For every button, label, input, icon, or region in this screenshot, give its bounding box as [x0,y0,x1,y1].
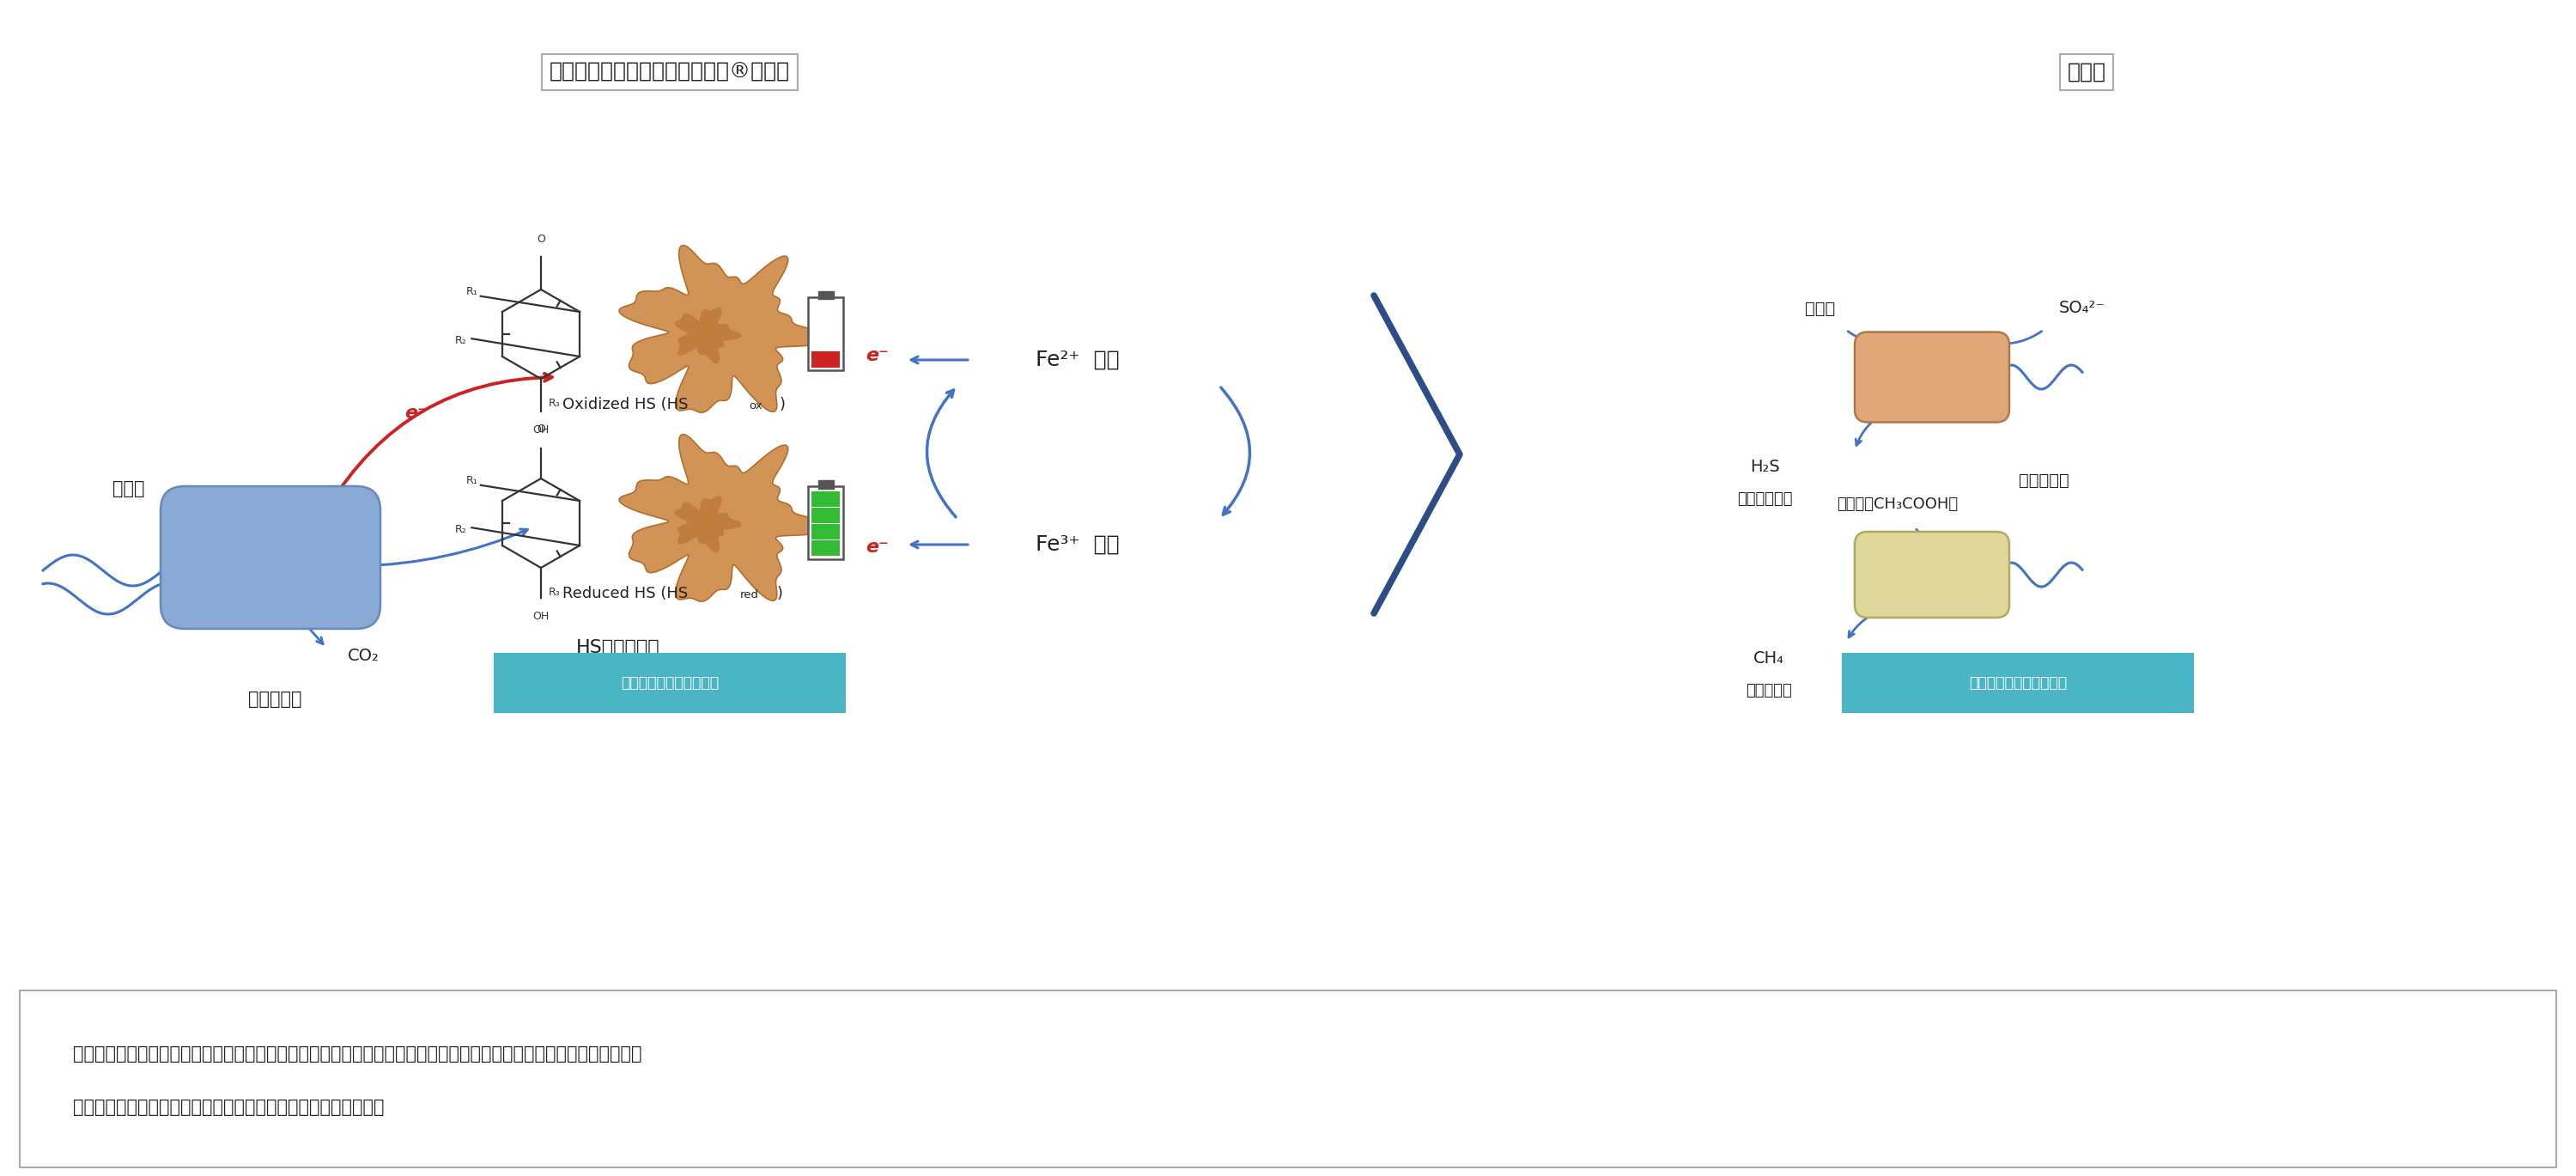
Text: ): ) [781,396,786,413]
Text: 通常時: 通常時 [2066,62,2107,82]
FancyBboxPatch shape [809,298,842,370]
FancyBboxPatch shape [811,524,840,540]
Text: ox: ox [750,400,762,412]
Text: 酸素がない環境で腐植物質を電子受容体として生育する腐植還元菌を増殖させることで、硫酸還元菌やメタン生成菌の: 酸素がない環境で腐植物質を電子受容体として生育する腐植還元菌を増殖させることで、… [72,1045,641,1063]
Text: R₁: R₁ [466,475,477,487]
Polygon shape [675,496,742,553]
Text: O: O [536,234,546,245]
Text: OH: OH [533,425,549,435]
Text: R₂: R₂ [456,335,466,347]
Text: 有機物: 有機物 [113,480,144,497]
Text: CO₂: CO₂ [348,648,379,664]
Text: R₃: R₃ [549,587,559,597]
Text: Fe³⁺  など: Fe³⁺ など [1036,534,1121,555]
Text: Oxidized HS (HS: Oxidized HS (HS [562,396,688,413]
FancyBboxPatch shape [1855,532,2009,617]
Text: e⁻: e⁻ [866,347,889,365]
Text: （硫化水素）: （硫化水素） [1736,492,1793,507]
Text: 有機物: 有機物 [1806,300,1837,316]
Text: 嫌気環境及び無酸素環境: 嫌気環境及び無酸素環境 [1968,675,2066,690]
Text: OH: OH [533,610,549,622]
FancyBboxPatch shape [1855,332,2009,422]
Text: Reduced HS (HS: Reduced HS (HS [562,586,688,601]
FancyBboxPatch shape [811,352,840,367]
FancyBboxPatch shape [819,481,835,488]
Text: 有機物（CH₃COOH）: 有機物（CH₃COOH） [1837,496,1958,512]
FancyBboxPatch shape [811,492,840,507]
Text: 自然浄化法リアクターシステム®の場合: 自然浄化法リアクターシステム®の場合 [549,62,791,82]
Text: （メタン）: （メタン） [1747,683,1793,699]
Text: R₂: R₂ [456,524,466,535]
Text: e⁻: e⁻ [866,539,889,556]
Text: えさとなる有機物を奪い、硫化水素やメタンガスの発生を抑える: えさとなる有機物を奪い、硫化水素やメタンガスの発生を抑える [72,1098,384,1116]
Text: 硫酸還元菌: 硫酸還元菌 [2020,472,2069,488]
FancyBboxPatch shape [1842,653,2195,713]
FancyBboxPatch shape [819,292,835,300]
Text: 腐植還元菌: 腐植還元菌 [247,690,301,708]
Polygon shape [618,434,832,602]
Text: SO₄²⁻: SO₄²⁻ [2058,300,2105,316]
Polygon shape [675,307,742,363]
FancyBboxPatch shape [811,540,840,556]
Text: O: O [536,423,546,435]
Text: H₂S: H₂S [1749,459,1780,475]
FancyBboxPatch shape [809,487,842,560]
FancyBboxPatch shape [495,653,845,713]
Text: Fe²⁺  など: Fe²⁺ など [1036,349,1121,370]
Text: e⁻: e⁻ [404,405,428,422]
Text: R₃: R₃ [549,397,559,409]
Text: メタン生成菌: メタン生成菌 [2014,668,2074,684]
FancyBboxPatch shape [811,508,840,523]
FancyBboxPatch shape [160,486,381,629]
FancyBboxPatch shape [21,990,2555,1168]
Polygon shape [618,246,832,413]
Text: R₁: R₁ [466,286,477,298]
Text: 嫌気環境及び無酸素環境: 嫌気環境及び無酸素環境 [621,675,719,690]
Text: ): ) [778,586,783,601]
Text: HS：腐植物質: HS：腐植物質 [577,639,659,656]
Text: red: red [739,589,760,601]
Text: CH₄: CH₄ [1754,650,1785,667]
